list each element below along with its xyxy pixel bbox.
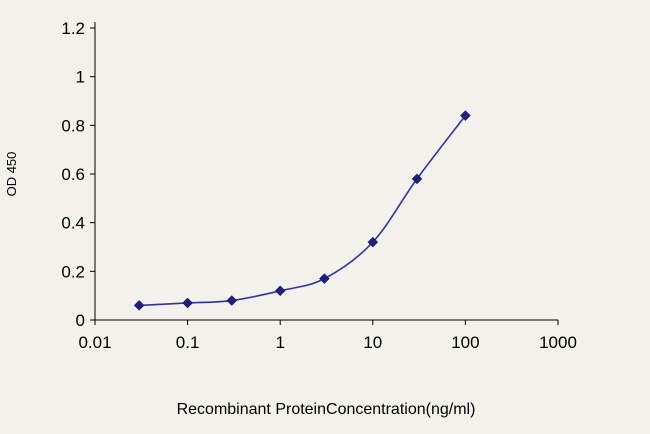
x-tick-label: 10: [363, 333, 382, 352]
x-tick-label: 100: [451, 333, 479, 352]
data-point-marker: [460, 110, 471, 121]
data-point-marker: [274, 285, 286, 297]
y-tick-label: 0.4: [61, 214, 85, 233]
x-axis-title: Recombinant ProteinConcentration(ng/ml): [177, 401, 476, 418]
x-tick-label: 0.1: [176, 333, 200, 352]
data-point-marker: [133, 300, 145, 311]
y-tick-label: 0.2: [61, 262, 85, 281]
data-point-marker: [319, 273, 330, 284]
y-tick-label: 1: [76, 68, 85, 87]
data-point-marker: [226, 295, 238, 306]
y-tick-label: 1.2: [61, 19, 85, 38]
y-tick-label: 0: [76, 311, 85, 330]
x-tick-label: 1: [275, 333, 284, 352]
data-point-marker: [182, 297, 193, 309]
x-tick-label: 0.01: [78, 333, 111, 352]
y-axis-title: OD 450: [4, 152, 19, 197]
data-line: [139, 115, 467, 307]
y-tick-label: 0.6: [61, 165, 85, 184]
data-point-marker: [411, 173, 423, 185]
data-point-marker: [367, 236, 379, 248]
x-tick-label: 1000: [539, 333, 577, 352]
y-tick-label: 0.8: [61, 116, 85, 135]
